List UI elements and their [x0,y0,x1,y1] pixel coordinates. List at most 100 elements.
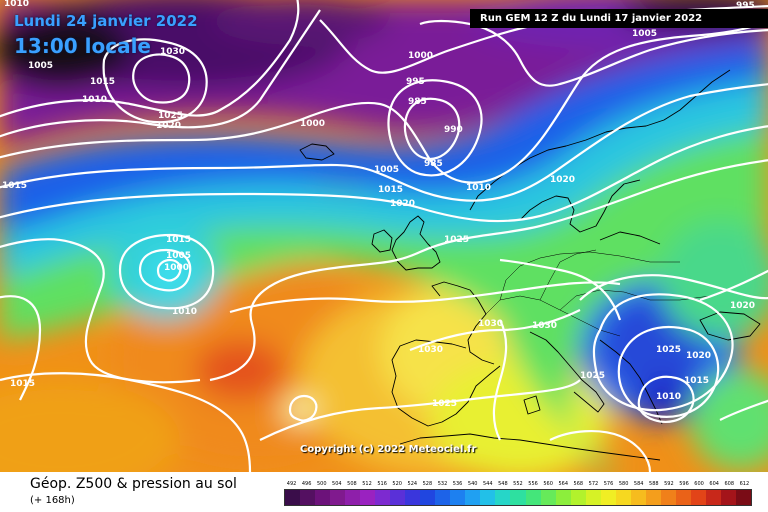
isobar-label: 995 [736,1,755,11]
isobar-label: 1010 [82,95,107,105]
isobar-labels: 1030 1025 1020 1015 1010 1005 1005 1000 … [2,0,755,409]
copyright-text: Copyright (c) 2022 Meteociel.fr [300,444,477,455]
legend-label: 576 [603,481,614,487]
isobar-label: 1015 [10,379,35,389]
legend-label: 532 [437,481,448,487]
isobar-label: 985 [424,159,443,169]
legend-swatch [720,490,736,505]
isobar-label: 1015 [684,376,709,386]
legend-label: 604 [709,481,719,487]
legend-swatch [390,490,406,505]
isobar-label: 1000 [300,119,325,129]
legend-swatch [405,490,421,505]
legend-swatch [375,490,391,505]
legend-swatch [360,490,376,505]
legend-label: 516 [377,481,387,487]
forecast-hour: (+ 168h) [30,495,75,506]
legend-swatch [345,490,361,505]
coastlines [299,69,761,461]
legend-label: 560 [543,481,553,487]
isobar-label: 1020 [730,301,755,311]
legend-swatch [660,490,676,505]
legend-label: 596 [679,481,689,487]
isobar-label: 1020 [390,199,415,209]
isobar-label: 1005 [28,61,53,71]
legend-label: 500 [316,481,327,487]
legend-swatch [735,490,751,505]
legend-label: 580 [618,481,629,487]
legend-swatch [450,490,466,505]
legend-label: 612 [739,481,750,487]
isobar-label: 1000 [164,263,189,273]
legend-label: 584 [633,481,644,487]
isobar-label: 1020 [550,175,575,185]
isobar-label: 985 [408,97,427,107]
isobar-label: 1015 [90,77,115,87]
isobar-label: 995 [406,77,425,87]
forecast-date: Lundi 24 janvier 2022 [14,12,198,30]
model-run-label: Run GEM 12 Z du Lundi 17 janvier 2022 [470,9,768,28]
legend-label: 552 [513,481,523,487]
legend-swatch [510,490,526,505]
legend-label: 512 [362,481,372,487]
legend-swatch [540,490,556,505]
isobar-label: 1010 [172,307,197,317]
legend-label: 504 [332,481,342,487]
isobar-label: 1005 [632,29,657,39]
legend-swatch [465,490,481,505]
legend-swatch [705,490,721,505]
legend-label: 496 [301,481,312,487]
isobar-label: 1000 [408,51,433,61]
legend-swatch [585,490,601,505]
isobar-label: 990 [444,125,463,135]
legend-swatch [480,490,496,505]
isobar-label: 1015 [166,235,191,245]
footer-panel: Géop. Z500 & pression au sol (+ 168h) 49… [0,472,768,512]
map-title: Géop. Z500 & pression au sol [30,476,237,492]
isobar-label: 1025 [656,345,681,355]
isobar-label: 1025 [580,371,605,381]
legend-label: 528 [422,481,433,487]
legend-label: 536 [452,481,463,487]
legend-label: 588 [649,481,659,487]
isobar-label: 1005 [374,165,399,175]
legend-swatch [675,490,691,505]
legend-swatch [315,490,331,505]
legend-label: 556 [528,481,538,487]
isobar-label: 1030 [532,321,557,331]
legend-swatch [525,490,541,505]
legend-label: 592 [664,481,674,487]
legend-swatch [495,490,511,505]
legend-label: 508 [347,481,357,487]
color-legend: 492 496 500 504 508 512 516 520 524 528 532 536 540 5… [284,479,752,506]
legend-label: 520 [392,481,402,487]
legend-label: 600 [694,481,704,487]
legend-swatch [570,490,586,505]
legend-swatch [555,490,571,505]
legend-swatch [690,490,706,505]
geopotential-map: 1030 1025 1020 1015 1010 1005 1005 1000 … [0,0,768,472]
isobar-label: 1025 [444,235,469,245]
legend-swatch [630,490,646,505]
legend-swatch [615,490,631,505]
legend-swatch [645,490,661,505]
legend-label: 524 [407,481,418,487]
isobar-label: 1025 [432,399,457,409]
isobar-label: 1020 [156,121,181,131]
isobar-label: 1020 [686,351,711,361]
isobar-label: 1010 [466,183,491,193]
isobar-label: 1010 [4,0,29,9]
legend-swatch [285,490,301,505]
isobar-label: 1010 [656,392,681,402]
legend-swatch [330,490,346,505]
legend-label: 548 [498,481,508,487]
legend-label: 572 [588,481,599,487]
legend-label: 540 [467,481,478,487]
legend-label: 564 [558,481,568,487]
legend-label: 608 [724,481,735,487]
legend-swatch [300,490,316,505]
legend-label: 492 [286,481,297,487]
isobar-label: 1030 [418,345,443,355]
isobar-label: 1030 [478,319,503,329]
